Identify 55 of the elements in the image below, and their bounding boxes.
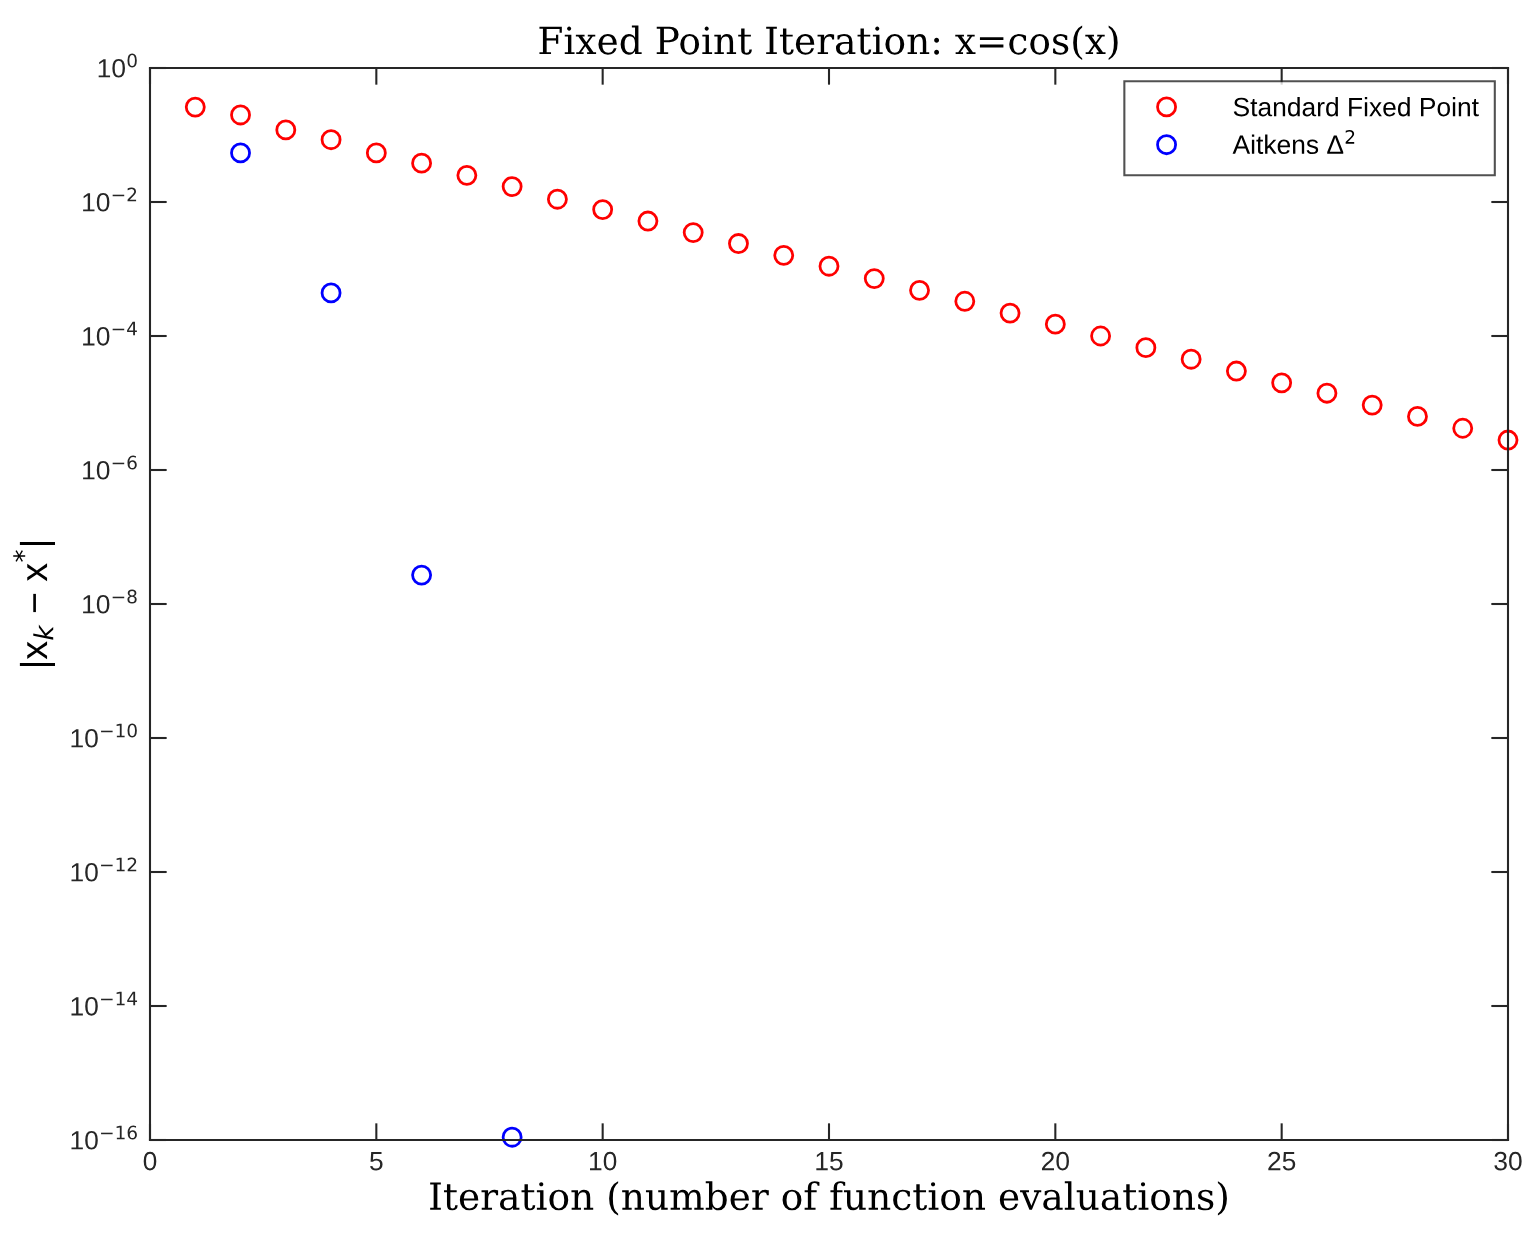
point [592, 199, 614, 221]
x-tick-label: 25 [1268, 1151, 1296, 1171]
x-tick-label: 10 [590, 1151, 617, 1171]
point [411, 564, 433, 586]
y-tick-label: 10$^{−6}$ [83, 455, 137, 480]
point [184, 96, 206, 118]
point [773, 244, 795, 266]
point [546, 188, 568, 210]
point [501, 176, 523, 197]
point [1225, 360, 1247, 382]
y-axis-title: |x$_{k}$ − x$^{*}$| [13, 541, 56, 667]
point [999, 302, 1021, 324]
x-tick-label: 20 [1041, 1151, 1069, 1171]
y-tick-label: 10$^{−2}$ [83, 187, 137, 212]
point [365, 142, 387, 164]
point [954, 290, 976, 312]
point [501, 1126, 523, 1148]
point [411, 152, 433, 174]
y-tick-label: 10$^{0}$ [98, 53, 137, 78]
point [320, 282, 342, 304]
point [818, 255, 840, 277]
y-tick-label: 10$^{−8}$ [83, 589, 137, 614]
point [1452, 417, 1474, 439]
point [230, 142, 251, 164]
point [1180, 348, 1202, 370]
point [682, 222, 704, 243]
point [909, 279, 930, 301]
x-tick-label: 15 [816, 1152, 843, 1171]
x-tick-label: 5 [370, 1152, 383, 1171]
y-tick-label: 10$^{−16}$ [71, 1125, 137, 1150]
point [863, 268, 885, 289]
point [1090, 325, 1112, 347]
point [728, 233, 749, 254]
point [275, 119, 297, 141]
point [1135, 337, 1157, 359]
y-tick-label: 10$^{−12}$ [71, 857, 137, 882]
point [1271, 372, 1293, 394]
point [1044, 313, 1066, 335]
y-tick-label: 10$^{−14}$ [71, 991, 138, 1016]
point [637, 210, 659, 232]
y-tick-label: 10$^{−10}$ [71, 723, 137, 748]
point [230, 104, 251, 126]
chart-title: Fixed Point Iteration: x=cos(x) [539, 25, 1118, 60]
point [1407, 406, 1428, 427]
point [456, 164, 478, 186]
point [1497, 429, 1519, 451]
x-tick-label: 30 [1494, 1151, 1522, 1171]
legend-label: Standard Fixed Point [1233, 97, 1479, 117]
y-tick-label: 10$^{−4}$ [83, 321, 137, 346]
x-tick-label: 0 [143, 1151, 157, 1171]
legend-label: Aitkens Δ$^{2}$ [1232, 129, 1355, 154]
point [1316, 382, 1338, 404]
point [320, 129, 342, 151]
point [1361, 394, 1383, 416]
x-axis-title: Iteration (number of function evaluations) [430, 1181, 1227, 1216]
